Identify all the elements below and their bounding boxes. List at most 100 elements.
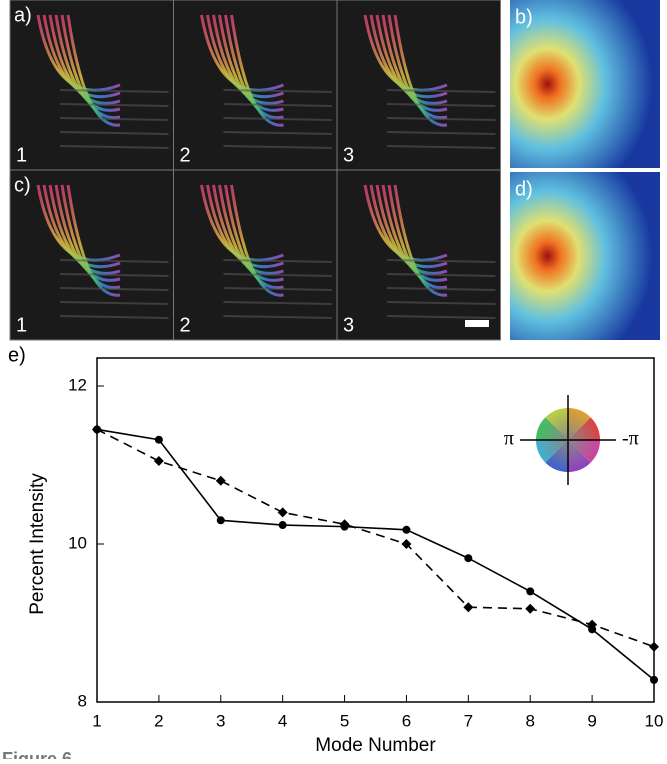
fringe-stripe [66,14,121,127]
data-point [402,525,411,534]
fringe-stripe [218,184,284,282]
data-point [278,521,287,530]
x-tick-label: 10 [645,711,664,730]
dark-streak [386,117,496,121]
scale-bar [465,320,489,327]
fringe-stripe [60,14,121,120]
fringe-stripe [54,14,121,112]
fringe-stripe [393,14,448,127]
dark-streak [386,287,496,291]
dark-streak [223,131,333,135]
y-tick-label: 8 [78,691,87,710]
dark-streak [59,273,169,277]
microscopy-frame [336,0,501,171]
data-point [526,587,535,596]
plot-frame [96,357,655,703]
dark-streak [386,315,496,319]
fringe-stripe [387,14,448,120]
dark-streak [386,131,496,135]
fringe-stripe [54,184,121,282]
x-tick-label: 6 [402,711,411,730]
data-point [464,554,473,563]
dark-streak [59,145,169,149]
data-point [215,475,226,486]
dark-streak [386,103,496,107]
data-point [153,456,164,467]
microscopy-frame [9,0,174,171]
microscopy-frame [173,0,338,171]
frame-number: 1 [16,314,27,336]
data-point [92,424,102,435]
fringe-stripe [48,184,121,275]
dark-streak [223,287,333,291]
dark-streak [59,259,169,263]
series-line [96,428,655,648]
fringe-stripe [230,14,284,127]
fringe-stripe [375,14,448,105]
image-panels: 1 a) 2 3 1 c) 2 3 b) d) [9,0,660,341]
x-tick-label: 7 [464,711,473,730]
dark-streak [223,103,333,107]
frame-number: 3 [343,144,354,166]
x-tick-label: 8 [525,711,534,730]
data-point [525,603,536,614]
data-point [154,435,163,444]
dark-streak [223,273,333,277]
y-tick-label: 10 [68,533,87,552]
y-axis-label: Percent Intensity [27,473,48,615]
microscopy-frame [336,169,501,341]
fringe-stripe [212,184,284,275]
data-point [650,675,658,684]
panel-label: b) [515,6,533,28]
heatmap [510,0,660,168]
microscopy-frame [9,169,174,341]
data-point [339,519,350,530]
annotation: π [504,428,514,450]
heatmap [510,172,660,340]
x-tick-label: 2 [154,711,163,730]
fringe-stripe [224,14,284,120]
fringe-stripe [224,184,284,290]
fringe-stripe [230,184,284,297]
fringe-stripe [381,14,448,112]
fringe-stripe [387,184,448,290]
dark-streak [223,315,333,319]
dark-streak [59,287,169,291]
fringe-stripe [375,184,448,275]
dark-streak [223,301,333,305]
fringe-stripe [60,184,121,290]
microscopy-frame [173,169,338,341]
x-axis-label: Mode Number [315,735,436,756]
dark-streak [59,89,169,93]
caption: Figure 6 [2,749,72,759]
x-tick-label: 3 [216,711,225,730]
dark-streak [59,301,169,305]
dark-streak [223,259,333,263]
dark-streak [59,315,169,319]
data-point [216,516,225,525]
dark-streak [59,131,169,135]
annotation: -π [622,428,639,450]
data-point [649,641,659,652]
panel-label: e) [8,344,26,366]
frame-number: 2 [180,314,191,336]
fringe-stripe [381,184,448,282]
fringe-stripe [48,14,121,105]
x-tick-label: 4 [278,711,287,730]
data-point [277,507,288,518]
fringe-stripe [66,184,121,297]
data-point [587,619,598,630]
x-tick-label: 9 [587,711,596,730]
y-tick-label: 12 [68,375,87,394]
dark-streak [223,145,333,149]
x-tick-label: 1 [92,711,101,730]
panel-label: d) [515,178,533,200]
panel-label: a) [14,4,32,26]
fringe-stripe [393,184,448,297]
dark-streak [223,89,333,93]
dark-streak [386,259,496,263]
fringe-stripe [218,14,284,112]
